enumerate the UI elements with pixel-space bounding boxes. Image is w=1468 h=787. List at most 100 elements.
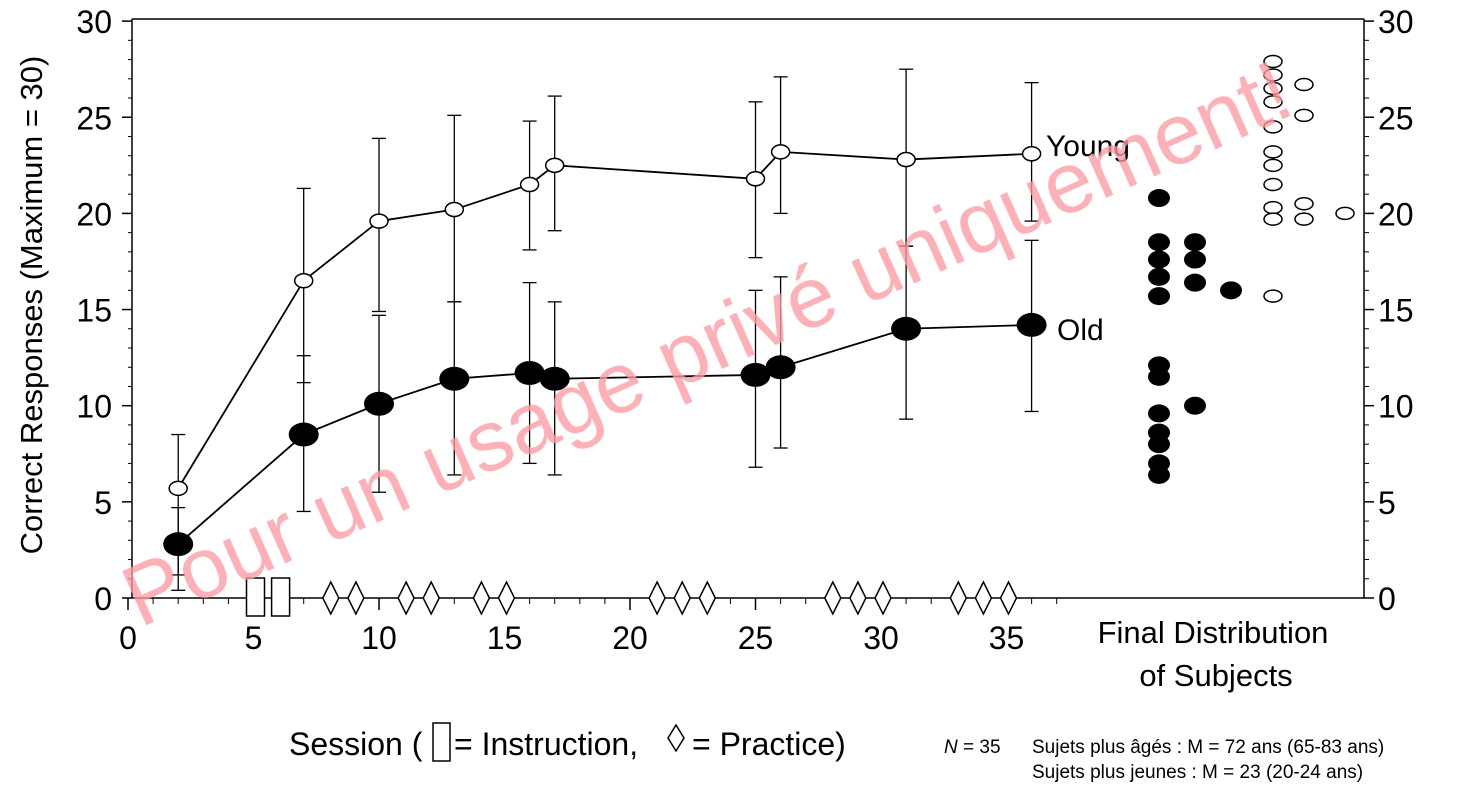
distribution-point-old <box>1148 250 1170 269</box>
data-point-young <box>168 480 188 497</box>
distribution-point-old <box>1220 281 1242 300</box>
y-tick-label-right: 20 <box>1378 196 1414 232</box>
data-point-young <box>770 144 791 160</box>
distribution-point-old <box>1184 273 1206 292</box>
footnote-older: Sujets plus âgés : M = 72 ans (65-83 ans… <box>1032 737 1385 758</box>
y-axis-title: Correct Responses (Maximum = 30) <box>14 56 49 555</box>
data-point-old <box>765 355 796 380</box>
footnote-younger: Sujets plus jeunes : M = 23 (20-24 ans) <box>1032 762 1364 783</box>
practice-marker <box>849 580 867 616</box>
y-tick-label-left: 5 <box>94 485 112 521</box>
instruction-marker <box>270 577 291 617</box>
data-point-young <box>293 272 314 289</box>
x-axis-title: Session ( = Instruction, = Practice) <box>289 722 846 762</box>
y-tick-label-left: 25 <box>76 100 112 136</box>
footnote-n-value: = 35 <box>957 737 1001 758</box>
distribution-point-young <box>1263 95 1283 109</box>
series-label-old: Old <box>1057 314 1104 347</box>
instruction-marker <box>245 577 266 617</box>
distribution-point-young <box>1263 145 1283 159</box>
x-tick-label: 5 <box>245 620 263 656</box>
distribution-label-line1: Final Distribution <box>1098 615 1329 650</box>
distribution-point-young <box>1263 289 1283 303</box>
practice-marker <box>347 580 365 616</box>
distribution-point-old <box>1184 233 1206 252</box>
distribution-point-young <box>1263 68 1283 82</box>
distribution-point-young <box>1294 197 1314 211</box>
distribution-point-young <box>1263 200 1283 215</box>
distribution-point-young <box>1263 177 1283 192</box>
y-tick-label-right: 25 <box>1378 100 1414 136</box>
distribution-point-old <box>1148 267 1170 286</box>
y-tick-label-right: 0 <box>1378 581 1396 617</box>
data-point-old <box>539 366 570 391</box>
y-tick-label-left: 30 <box>76 4 112 40</box>
data-point-old <box>439 366 470 391</box>
data-point-young <box>369 213 389 229</box>
distribution-point-young <box>1263 54 1283 69</box>
distribution-point-young <box>1294 77 1314 92</box>
distribution-label-line2: of Subjects <box>1139 658 1292 693</box>
final-distribution <box>1148 54 1355 484</box>
distribution-point-young <box>1263 212 1283 226</box>
practice-marker <box>497 580 516 616</box>
data-point-old <box>288 422 319 447</box>
y-tick-label-left: 20 <box>76 196 112 232</box>
practice-marker <box>472 580 491 616</box>
x-tick-label: 35 <box>989 620 1025 656</box>
practice-marker <box>673 580 692 616</box>
series-label-young: Young <box>1046 130 1130 163</box>
instruction-legend-icon <box>432 722 451 762</box>
distribution-point-old <box>1148 465 1170 484</box>
x-tick-label: 15 <box>487 620 523 656</box>
practice-marker <box>999 580 1018 616</box>
x-axis-title-instruction: = Instruction, <box>454 726 638 762</box>
distribution-point-old <box>1148 404 1170 423</box>
y-tick-label-left: 0 <box>94 581 112 617</box>
y-tick-label-right: 10 <box>1378 389 1414 425</box>
practice-marker <box>321 580 340 616</box>
y-tick-label-left: 15 <box>76 293 112 329</box>
data-point-old <box>163 532 194 557</box>
practice-marker <box>874 580 892 616</box>
data-point-young <box>444 201 465 218</box>
distribution-point-young <box>1335 206 1355 221</box>
series-layer <box>163 68 1047 591</box>
x-axis-title-prefix: Session ( <box>289 726 423 762</box>
distribution-point-old <box>1148 233 1170 252</box>
watermark: Pour un usage privé uniquement! <box>109 42 1305 645</box>
distribution-point-old <box>1184 396 1206 415</box>
x-tick-label: 25 <box>738 620 774 656</box>
x-tick-label: 20 <box>612 620 648 656</box>
data-point-old <box>740 362 771 387</box>
x-tick-label: 30 <box>863 620 899 656</box>
x-axis-title-practice: = Practice) <box>692 726 846 762</box>
data-point-old <box>364 391 394 416</box>
practice-marker <box>823 580 842 616</box>
y-tick-label-right: 5 <box>1378 485 1396 521</box>
data-point-old <box>891 316 922 341</box>
distribution-point-young <box>1263 81 1283 96</box>
footnote-n-symbol: N <box>944 737 958 758</box>
practice-marker <box>648 580 666 616</box>
distribution-point-young <box>1263 120 1283 134</box>
practice-marker <box>949 580 968 616</box>
distribution-point-old <box>1148 287 1170 306</box>
distribution-point-old <box>1184 250 1206 269</box>
session-markers <box>245 577 1018 617</box>
footnote-n: N = 35 <box>944 737 1001 759</box>
data-point-young <box>544 157 565 174</box>
y-tick-label-right: 15 <box>1378 293 1414 329</box>
data-point-young <box>1021 146 1042 162</box>
series-line-young <box>177 150 1032 489</box>
practice-marker <box>698 580 717 616</box>
y-tick-label-left: 10 <box>76 389 112 425</box>
data-point-old <box>1016 312 1047 337</box>
distribution-point-old <box>1148 189 1170 208</box>
data-point-young <box>745 171 766 187</box>
distribution-point-young <box>1294 108 1314 123</box>
x-tick-label: 0 <box>119 620 137 656</box>
practice-marker <box>974 580 993 616</box>
